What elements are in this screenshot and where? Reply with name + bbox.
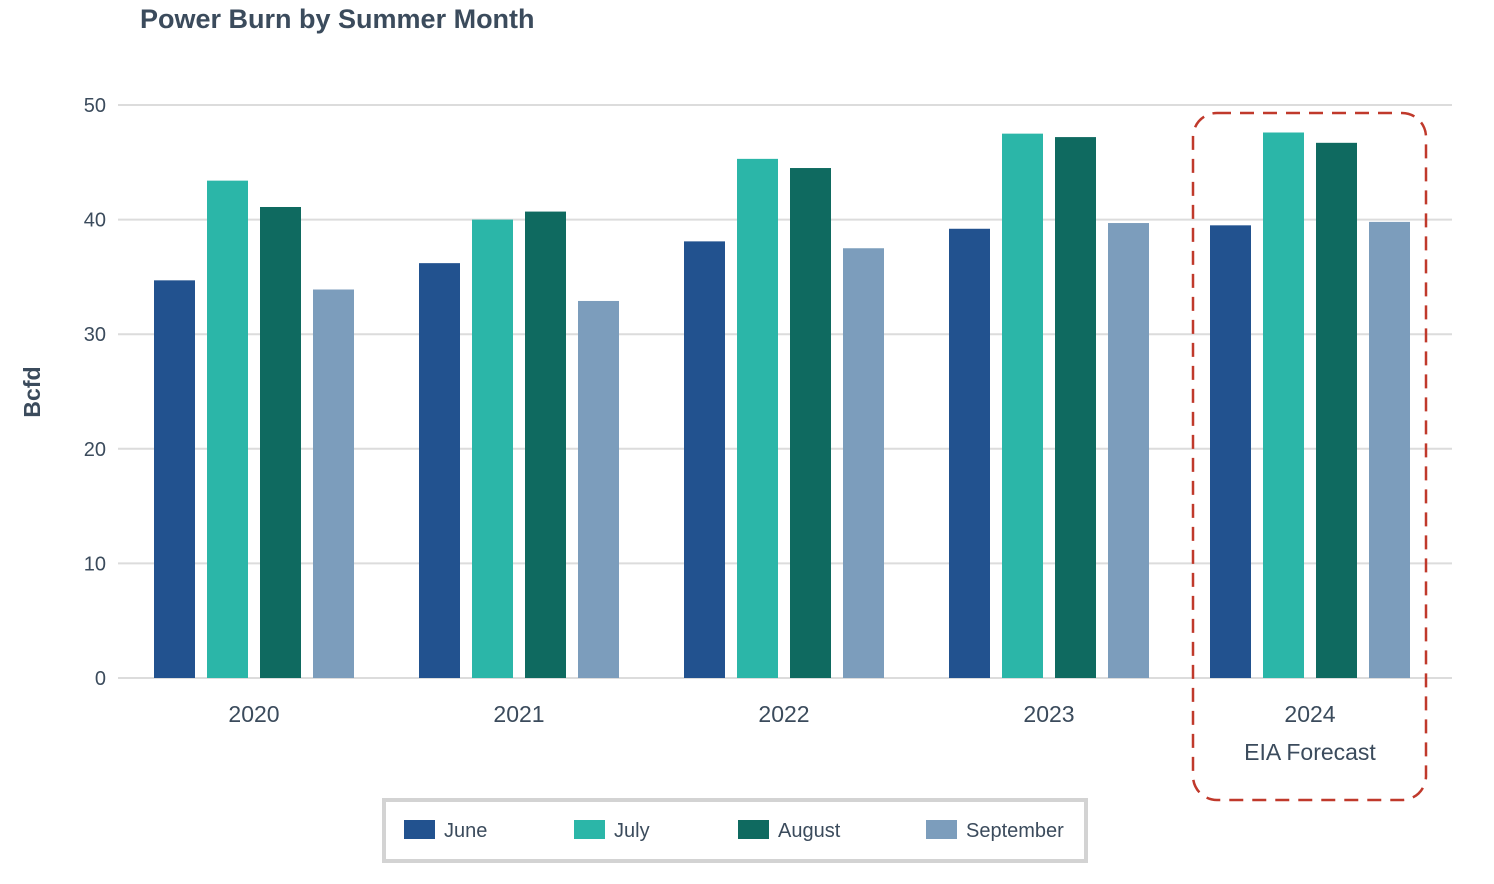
x-tick-label: 2022 bbox=[758, 701, 809, 727]
y-tick-label: 10 bbox=[84, 553, 106, 575]
bar-june-2022 bbox=[684, 241, 725, 678]
x-tick-label: 2023 bbox=[1023, 701, 1074, 727]
x-tick-label: 2020 bbox=[228, 701, 279, 727]
y-tick-label: 50 bbox=[84, 95, 106, 117]
legend-swatch-july bbox=[574, 820, 605, 839]
bar-july-2021 bbox=[472, 219, 513, 678]
forecast-dashed-box bbox=[1191, 111, 1428, 802]
legend-swatch-august bbox=[738, 820, 769, 839]
legend-swatch-september bbox=[926, 820, 957, 839]
bar-july-2020 bbox=[207, 180, 248, 679]
bar-august-2024 bbox=[1316, 142, 1357, 678]
bar-september-2023 bbox=[1108, 223, 1149, 678]
bar-june-2021 bbox=[419, 263, 460, 678]
legend-label-july: July bbox=[614, 820, 650, 842]
bar-september-2020 bbox=[313, 289, 354, 678]
bar-august-2021 bbox=[525, 211, 566, 678]
bar-june-2023 bbox=[949, 228, 990, 678]
y-tick-label: 30 bbox=[84, 324, 106, 346]
x-tick-labels: 2020 2021 2022 2023 2024 EIA Forecast bbox=[228, 701, 1376, 765]
x-tick-sublabel: EIA Forecast bbox=[1244, 739, 1376, 765]
forecast-highlight bbox=[1191, 111, 1428, 802]
bar-september-2024 bbox=[1369, 221, 1410, 678]
bar-august-2023 bbox=[1055, 137, 1096, 678]
x-tick-label: 2021 bbox=[493, 701, 544, 727]
legend-swatch-june bbox=[404, 820, 435, 839]
y-tick-label: 40 bbox=[84, 210, 106, 232]
bar-september-2022 bbox=[843, 248, 884, 678]
bar-july-2024 bbox=[1263, 132, 1304, 678]
bar-june-2024 bbox=[1210, 225, 1251, 678]
legend-frame bbox=[382, 798, 1088, 863]
y-axis-label: Bcfd bbox=[19, 366, 45, 417]
bar-september-2021 bbox=[578, 300, 619, 678]
legend-label-september: September bbox=[966, 820, 1064, 842]
bar-august-2022 bbox=[790, 168, 831, 678]
bar-june-2020 bbox=[154, 280, 195, 678]
chart-title: Power Burn by Summer Month bbox=[140, 4, 535, 34]
legend-label-june: June bbox=[444, 820, 487, 842]
legend: June July August September bbox=[382, 798, 1088, 863]
y-tick-labels: 0 10 20 30 40 50 bbox=[84, 95, 106, 690]
x-tick-label: 2024 bbox=[1284, 701, 1335, 727]
bars bbox=[154, 132, 1410, 679]
bar-august-2020 bbox=[260, 206, 301, 678]
y-tick-label: 0 bbox=[95, 668, 106, 690]
bar-july-2022 bbox=[737, 158, 778, 678]
legend-label-august: August bbox=[778, 820, 841, 842]
y-tick-label: 20 bbox=[84, 439, 106, 461]
bar-july-2023 bbox=[1002, 133, 1043, 678]
